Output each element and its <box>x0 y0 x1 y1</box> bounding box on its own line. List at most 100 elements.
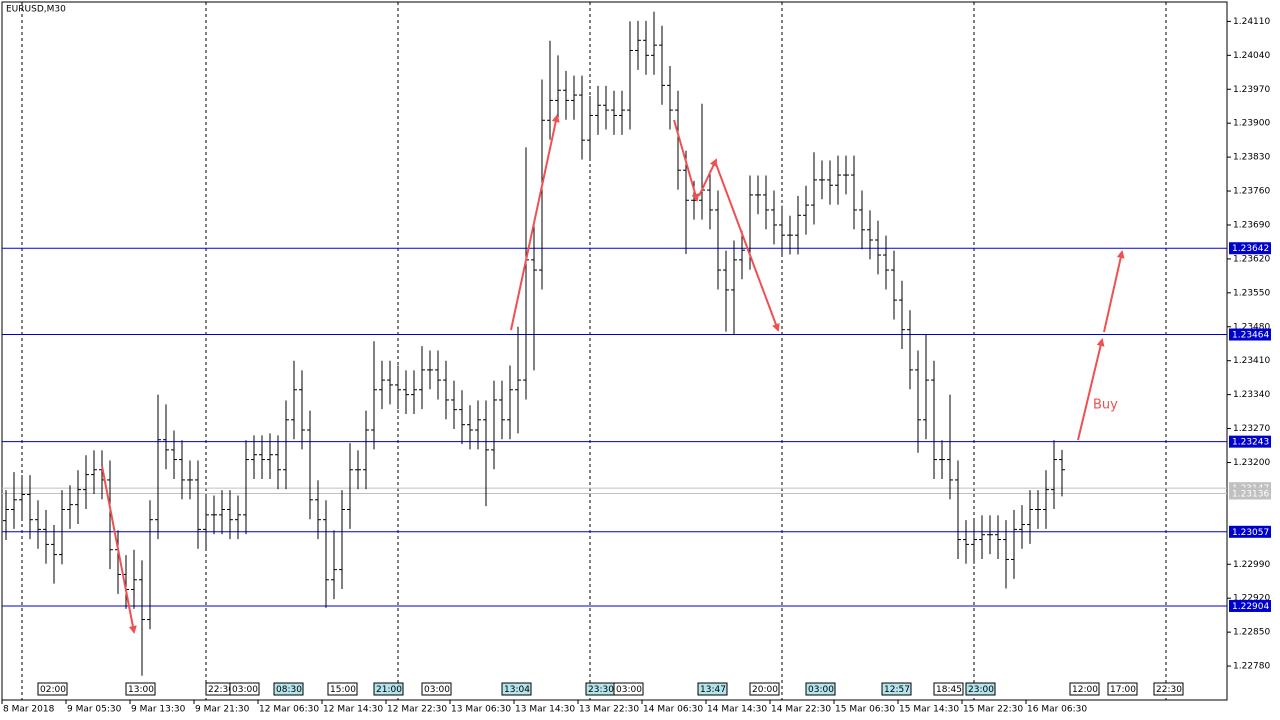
chart-title: EURUSD,M30 <box>6 5 66 15</box>
y-tick-label: 1.22990 <box>1233 560 1270 570</box>
x-tick-label: 14 Mar 06:30 <box>643 705 703 715</box>
deal-tag <box>1107 682 1138 696</box>
ohlc-bar <box>1051 440 1057 510</box>
ohlc-bar <box>3 490 9 541</box>
ohlc-bar <box>411 370 417 415</box>
ohlc-bar <box>547 40 553 140</box>
ohlc-bar <box>635 20 641 70</box>
ohlc-bar <box>971 520 977 564</box>
ohlc-bar <box>235 495 241 540</box>
ohlc-bar <box>611 90 617 135</box>
ohlc-bar <box>243 440 249 535</box>
ohlc-bar <box>219 490 225 535</box>
ohlc-bar <box>91 450 97 494</box>
ohlc-bar <box>147 500 153 630</box>
ohlc-bar <box>619 90 625 135</box>
ohlc-bar <box>291 360 297 440</box>
ohlc-bar <box>891 250 897 320</box>
deal-tag <box>697 682 728 696</box>
ohlc-bar <box>443 360 449 420</box>
ohlc-bar <box>923 334 929 440</box>
x-tick-label: 8 Mar 2018 <box>3 705 55 715</box>
ohlc-bar <box>475 400 481 450</box>
ohlc-bar <box>931 360 937 479</box>
ohlc-bar <box>995 515 1001 559</box>
ohlc-bar <box>43 509 49 564</box>
ohlc-bar <box>315 480 321 540</box>
ohlc-bar <box>843 155 849 195</box>
deal-tag <box>613 682 644 696</box>
ohlc-bar <box>579 75 585 160</box>
ohlc-bar <box>987 515 993 555</box>
ohlc-bar <box>1011 509 1017 579</box>
ohlc-bar <box>1019 505 1025 549</box>
deal-label: 03:00 <box>616 685 642 695</box>
deal-tag <box>1069 682 1100 696</box>
x-tick-label: 15 Mar 22:30 <box>963 705 1023 715</box>
ohlc-bar <box>771 190 777 245</box>
y-tick-label: 1.23550 <box>1233 288 1270 298</box>
ohlc-bar <box>723 250 729 332</box>
x-tick-label: 9 Mar 05:30 <box>67 705 122 715</box>
deal-label: 03:00 <box>232 685 258 695</box>
arrow <box>101 465 137 634</box>
y-tick-label: 1.24040 <box>1233 51 1270 61</box>
ohlc-bar <box>51 525 57 584</box>
ohlc-bar <box>163 404 169 470</box>
price-level-tag <box>1229 599 1271 612</box>
deal-tag <box>805 682 836 696</box>
ohlc-bar <box>795 195 801 255</box>
x-tick-label: 16 Mar 06:30 <box>1027 705 1087 715</box>
y-tick-label: 1.23480 <box>1233 322 1270 332</box>
arrow <box>715 163 780 332</box>
ohlc-bar <box>307 410 313 520</box>
price-level-label: 1.23243 <box>1232 438 1269 448</box>
ohlc-bar <box>1059 449 1065 497</box>
x-tick-label: 15 Mar 14:30 <box>899 705 959 715</box>
ohlc-bar <box>1027 490 1033 544</box>
ohlc-bar <box>459 390 465 445</box>
ohlc-bar <box>435 350 441 400</box>
ohlc-bar <box>419 346 425 410</box>
ohlc-bar <box>451 380 457 430</box>
ohlc-bar <box>899 280 905 350</box>
ohlc-bar <box>787 215 793 255</box>
deal-tag <box>229 682 260 696</box>
ohlc-bar <box>75 470 81 525</box>
ohlc-bar <box>187 460 193 500</box>
ohlc-bar <box>19 475 25 520</box>
ohlc-bar <box>483 400 489 507</box>
ohlc-bar <box>267 433 273 479</box>
ohlc-bar <box>155 394 161 540</box>
x-tick-label: 9 Mar 21:30 <box>195 705 250 715</box>
ohlc-bar <box>83 455 89 510</box>
ohlc-bar <box>651 11 657 75</box>
ohlc-bar <box>467 405 473 450</box>
ohlc-bar <box>515 326 521 434</box>
arrow <box>1103 250 1125 333</box>
deal-tag <box>125 682 156 696</box>
ohlc-bar <box>403 370 409 415</box>
deal-label: 23:00 <box>968 685 994 695</box>
x-tick-label: 14 Mar 14:30 <box>707 705 767 715</box>
ohlc-bar <box>347 443 353 529</box>
ohlc-bar <box>355 450 361 490</box>
ohlc-bar <box>171 430 177 479</box>
ohlc-bar <box>811 152 817 225</box>
ohlc-bar <box>907 310 913 390</box>
deal-tag <box>965 682 996 696</box>
ohlc-bar <box>395 365 401 410</box>
ohlc-bar <box>507 365 513 440</box>
deal-label: 03:00 <box>808 685 834 695</box>
x-tick-label: 13 Mar 14:30 <box>515 705 575 715</box>
price-level-label: 1.23642 <box>1232 244 1269 254</box>
y-tick-label: 1.23620 <box>1233 254 1270 264</box>
ohlc-bar <box>643 20 649 75</box>
price-level-label: 1.23136 <box>1232 490 1269 500</box>
deal-tag <box>327 682 358 696</box>
ohlc-bar <box>755 175 761 215</box>
deal-tag <box>749 682 780 696</box>
ohlc-bar <box>139 560 145 676</box>
price-level-tag <box>1229 242 1271 255</box>
